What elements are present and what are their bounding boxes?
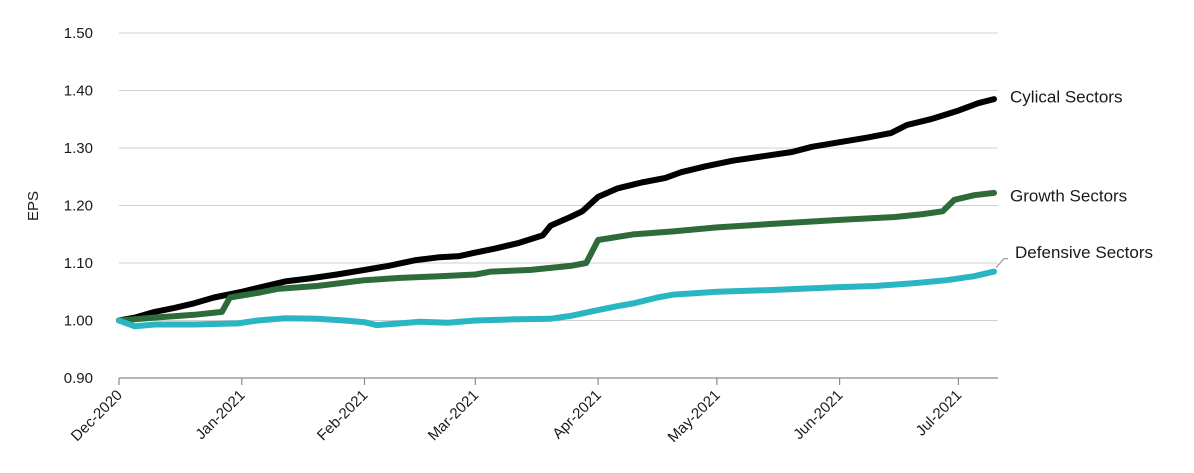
x-tick-label: Mar-2021: [425, 387, 482, 444]
y-tick-label: 1.30: [64, 140, 93, 157]
y-tick-label: 1.50: [64, 25, 93, 42]
gridlines: [119, 32, 998, 321]
series-line-2: [116, 268, 997, 330]
x-tick-label: Jul-2021: [913, 387, 966, 440]
series-line-1: [116, 189, 997, 324]
x-axis-ticks: Dec-2020 Jan-2021 Feb-2021 Mar-2021 Apr-2021…: [68, 378, 965, 446]
x-tick-label: Feb-2021: [314, 387, 371, 444]
y-tick-label: 1.00: [64, 313, 93, 330]
series-label-0: Cylical Sectors: [1010, 88, 1122, 107]
series-lines: [116, 96, 997, 330]
y-tick-label: 1.40: [64, 83, 93, 100]
x-tick-label: May-2021: [665, 387, 724, 446]
x-tick-label: Jan-2021: [192, 387, 248, 443]
y-axis-ticks: 0.90 1.00 1.10 1.20 1.30 1.40 1.50: [64, 25, 93, 387]
x-tick-label: Jun-2021: [790, 387, 846, 443]
series-line-0: [116, 96, 997, 324]
series-label-1: Growth Sectors: [1010, 186, 1127, 205]
y-tick-label: 0.90: [64, 370, 93, 387]
x-tick-label: Dec-2020: [68, 387, 126, 445]
y-tick-label: 1.10: [64, 255, 93, 272]
series-label-2: Defensive Sectors: [1015, 243, 1153, 262]
series-labels: Cylical Sectors Growth Sectors Defensive S…: [995, 88, 1153, 269]
y-axis-label: EPS: [25, 191, 42, 221]
x-tick-label: Apr-2021: [549, 387, 605, 443]
label-leader-line: [995, 258, 1009, 269]
y-tick-label: 1.20: [64, 198, 93, 215]
